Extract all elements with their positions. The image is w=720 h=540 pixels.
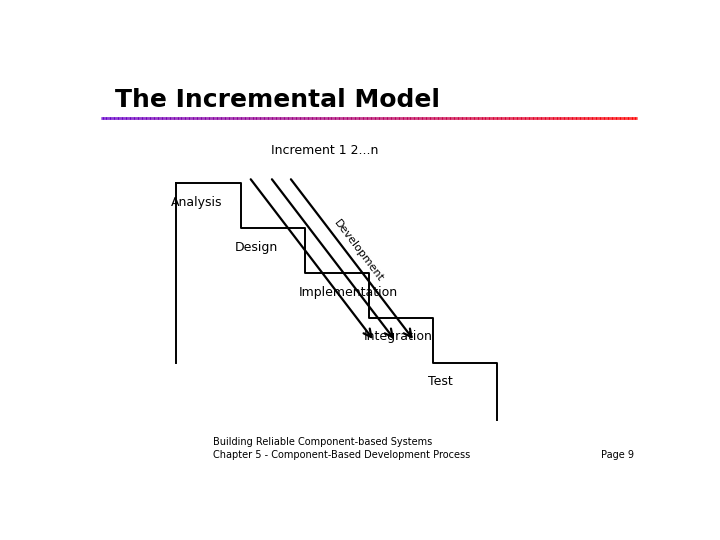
Text: Design: Design bbox=[235, 241, 279, 254]
Text: Test: Test bbox=[428, 375, 452, 388]
Text: Increment 1 2...n: Increment 1 2...n bbox=[271, 144, 378, 157]
Text: Implementation: Implementation bbox=[300, 286, 398, 299]
Text: Building Reliable Component-based Systems
Chapter 5 - Component-Based Developmen: Building Reliable Component-based System… bbox=[213, 437, 470, 460]
Text: Page 9: Page 9 bbox=[601, 450, 634, 460]
Text: Analysis: Analysis bbox=[171, 196, 222, 209]
Text: The Incremental Model: The Incremental Model bbox=[115, 87, 440, 112]
Text: Integration: Integration bbox=[364, 330, 432, 343]
Text: Development: Development bbox=[331, 218, 384, 284]
